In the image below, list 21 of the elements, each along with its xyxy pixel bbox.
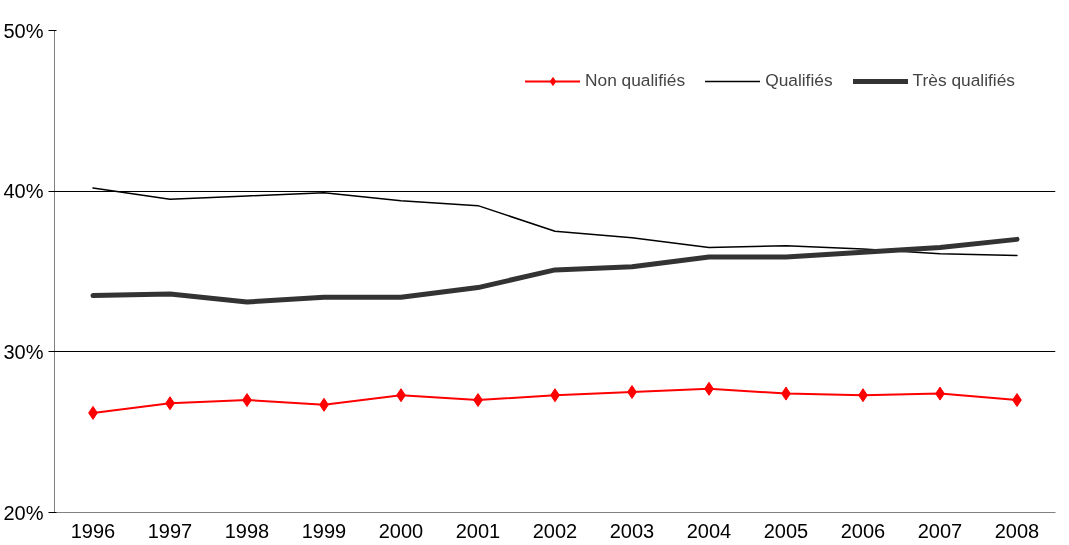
point (627, 385, 637, 399)
legend-label: Qualifiés (765, 70, 833, 91)
x-tick-label: 2004 (686, 519, 732, 542)
x-tick-label: 2003 (609, 519, 655, 542)
x-tick-label: 2005 (763, 519, 809, 542)
x-tick-label: 2002 (532, 519, 578, 542)
x-tick-label: 2000 (378, 519, 424, 542)
x-tick-label: 1998 (224, 519, 270, 542)
x-tick-label: 2006 (840, 519, 886, 542)
x-tick-label: 2001 (455, 519, 501, 542)
x-tick-label: 2007 (917, 519, 963, 542)
y-tick-label: 50% (3, 19, 44, 42)
legend-label: Très qualifiés (912, 70, 1015, 91)
x-tick-label: 1997 (147, 519, 193, 542)
x-tick-label: 1996 (70, 519, 116, 542)
x-tick-label: 2008 (994, 519, 1040, 542)
y-tick-label: 30% (3, 340, 44, 363)
y-tick-label: 40% (3, 180, 44, 203)
legend-label: Non qualifiés (584, 70, 686, 91)
x-tick-label: 1999 (301, 519, 347, 542)
y-tick-label: 20% (3, 501, 44, 524)
